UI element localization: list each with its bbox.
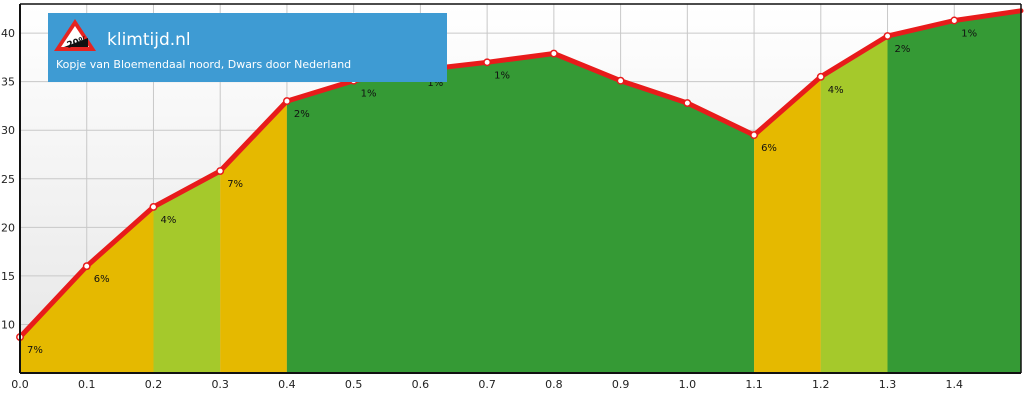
gradient-label: 4% xyxy=(828,85,844,96)
gradient-label: 1% xyxy=(361,89,377,100)
elevation-line-path xyxy=(17,8,1024,340)
y-tick-label: 35 xyxy=(1,76,15,89)
gradient-label: 1% xyxy=(427,78,443,89)
elevation-line xyxy=(17,8,1024,340)
x-tick-label: 0.6 xyxy=(412,378,430,391)
x-tick-label: 1.3 xyxy=(879,378,897,391)
area-segment-flat xyxy=(286,53,755,373)
y-tick-label: 30 xyxy=(1,124,15,137)
data-point xyxy=(883,32,892,40)
gradient-label: 6% xyxy=(761,143,777,154)
area-segment-moderate xyxy=(153,171,221,373)
data-point xyxy=(816,72,825,81)
gradient-label: 7% xyxy=(27,345,43,356)
data-point xyxy=(950,16,959,25)
gradient-label: 2% xyxy=(895,44,911,55)
data-point xyxy=(549,49,558,58)
gradient-label: 1% xyxy=(961,29,977,40)
x-tick-label: 0.7 xyxy=(478,378,496,391)
gradient-sign-icon: 20% xyxy=(54,19,96,51)
x-tick-label: 1.0 xyxy=(679,378,697,391)
x-tick-label: 1.1 xyxy=(745,378,763,391)
data-point xyxy=(216,167,225,175)
gradient-labels: 7% 6% 4% 7% 6% 4% 2% 1% 1% 1% 2% 1% xyxy=(27,29,977,357)
x-tick-label: 1.2 xyxy=(812,378,830,391)
data-points xyxy=(16,16,959,342)
x-tick-label: 0.8 xyxy=(545,378,563,391)
y-tick-label: 40 xyxy=(1,27,15,40)
x-tick-label: 0.2 xyxy=(145,378,163,391)
gradient-label: 7% xyxy=(227,179,243,190)
area-segments xyxy=(20,10,1021,374)
y-tick-label: 15 xyxy=(1,270,15,283)
data-point xyxy=(483,58,492,67)
data-point xyxy=(149,203,158,211)
y-tick-label: 20 xyxy=(1,221,15,234)
x-tick-label: 0.3 xyxy=(211,378,229,391)
data-point xyxy=(616,76,625,85)
x-tick-label: 1.4 xyxy=(946,378,964,391)
x-tick-label: 0.9 xyxy=(612,378,630,391)
x-tick-label: 0.4 xyxy=(278,378,296,391)
site-name[interactable]: klimtijd.nl xyxy=(107,30,191,50)
gradient-label: 4% xyxy=(160,215,176,226)
gradient-label: 1% xyxy=(494,70,510,81)
area-segment-steep xyxy=(754,76,821,374)
data-point xyxy=(683,99,692,107)
area-segment-moderate xyxy=(820,36,888,373)
data-point xyxy=(750,131,759,140)
y-tick-label: 10 xyxy=(1,318,15,331)
y-tick-label: 25 xyxy=(1,173,15,186)
gradient-label: 6% xyxy=(94,274,110,285)
route-subtitle: Kopje van Bloemendaal noord, Dwars door … xyxy=(56,58,352,71)
gradient-label: 2% xyxy=(294,109,310,120)
x-tick-label: 0.0 xyxy=(11,378,29,391)
x-tick-label: 0.1 xyxy=(78,378,96,391)
area-segment-steep xyxy=(220,101,287,373)
x-tick-label: 0.5 xyxy=(345,378,363,391)
area-segment-flat xyxy=(887,10,1021,374)
area-segment-steep xyxy=(20,206,154,373)
data-point xyxy=(82,262,91,271)
axes: 0.0 0.1 0.2 0.3 0.4 0.5 0.6 0.7 0.8 0.9 1.0 1.1 1.2 1… xyxy=(1,3,1022,391)
header-banner: 20% klimtijd.nl Kopje van Bloemendaal no… xyxy=(48,13,447,82)
data-point xyxy=(282,97,291,106)
